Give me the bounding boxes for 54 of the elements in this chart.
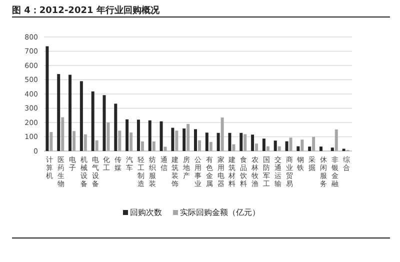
bar <box>319 146 322 151</box>
bar <box>266 146 270 151</box>
bar <box>228 132 232 151</box>
bar <box>289 138 292 151</box>
bar <box>182 128 186 151</box>
bar <box>285 141 288 151</box>
bar <box>186 124 190 151</box>
bar <box>216 132 220 151</box>
bar <box>57 74 60 151</box>
bar <box>274 140 277 151</box>
bar <box>114 104 118 151</box>
bar <box>171 128 174 151</box>
bar <box>106 122 110 151</box>
bar <box>240 132 243 151</box>
bar <box>244 134 247 151</box>
bar <box>175 130 178 151</box>
bar <box>278 146 281 151</box>
bar <box>194 129 197 151</box>
bar <box>84 134 87 151</box>
bar <box>130 132 133 151</box>
bar <box>205 132 208 151</box>
legend-label: 回购次数 <box>130 208 162 217</box>
bar <box>164 146 167 151</box>
bar <box>102 95 106 151</box>
bar <box>46 46 49 151</box>
bar <box>312 136 316 151</box>
bar <box>308 146 312 151</box>
bar <box>160 121 163 151</box>
bar <box>80 81 83 151</box>
bar <box>232 144 236 151</box>
bar <box>126 119 129 151</box>
bar <box>136 120 140 151</box>
bar <box>296 146 300 151</box>
bar <box>251 134 254 151</box>
legend-label: 实际回购金额（亿元） <box>180 208 260 217</box>
bar <box>50 132 53 151</box>
bar <box>300 140 304 151</box>
bar <box>220 118 224 151</box>
bar <box>95 140 98 151</box>
bar <box>330 148 334 151</box>
bar <box>140 141 144 151</box>
bar <box>68 74 72 151</box>
bar <box>209 142 212 151</box>
bar <box>334 129 338 151</box>
bar <box>61 117 64 151</box>
bar <box>255 144 258 151</box>
bar <box>262 138 266 151</box>
bar <box>91 91 94 151</box>
bar <box>198 140 201 151</box>
bar <box>152 141 156 151</box>
chart-title: 图 4：2012-2021 年行业回购概况 <box>12 5 160 16</box>
bar <box>72 131 76 151</box>
bar <box>148 120 152 151</box>
bar <box>118 130 122 151</box>
